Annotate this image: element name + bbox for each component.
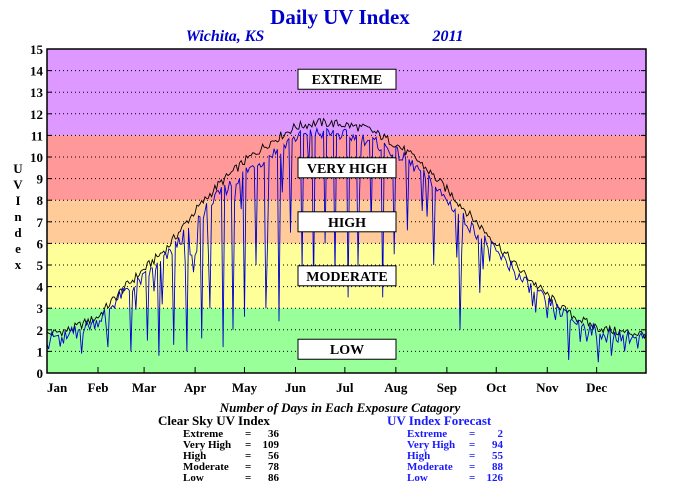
x-tick-label: Dec [586,380,607,395]
x-tick-label: Aug [384,380,408,395]
summary-row: Low = 86 [183,472,279,484]
y-tick-label: 2 [37,323,44,338]
band-label-box [297,157,397,179]
exposure-bands [47,49,646,373]
y-tick-label: 9 [37,172,44,187]
chart-title: Daily UV Index [270,5,410,29]
x-tick-label: Apr [184,380,207,395]
summary-row: Moderate = 88 [407,461,503,473]
summary-label: High [183,450,207,462]
summary-label: Very High [183,439,232,451]
y-tick-label: 7 [37,215,44,230]
summary-label: Low [183,472,204,484]
band-label-moderate: MODERATE [297,265,397,287]
summary-value: 88 [492,461,503,473]
y-tick-label: 15 [30,42,44,57]
y-tick-label: 11 [31,128,43,143]
summary-label: Low [407,472,428,484]
summary-value: 36 [268,428,279,440]
y-tick-label: 12 [30,107,43,122]
clear-sky-summary: Clear Sky UV Index Extreme = 36 Very High =… [158,413,279,484]
band-label-low: LOW [297,338,397,360]
x-tick-label: Oct [486,380,507,395]
summary-row: High = 55 [407,450,503,462]
band-label-text: VERY HIGH [307,162,387,177]
x-tick-label: Nov [536,380,559,395]
plot-frame [46,48,647,374]
forecast-summary-title: UV Index Forecast [387,413,492,428]
summary-value: 126 [486,472,504,484]
band-label-high: HIGH [297,211,397,233]
summary-row: Extreme = 36 [183,428,279,440]
summary-value: 94 [492,439,503,451]
y-tick-label: 1 [37,344,44,359]
summary-value: 2 [497,428,504,440]
y-tick-label: 8 [37,193,44,208]
y-tick-label: 10 [30,150,43,165]
summary-title: Number of Days in Each Exposure Catagory [219,400,461,415]
chart-subtitle-location: Wichita, KS [186,28,265,45]
band-label-box [297,338,397,360]
band-label-text: EXTREME [312,73,383,88]
summary-label: Very High [407,439,456,451]
summary-label: Moderate [183,461,229,473]
summary-value: 78 [268,461,279,473]
band-label-very-high: VERY HIGH [297,157,397,179]
summary-row: Very High = 109 [183,439,280,451]
clear-sky-series-line [46,117,647,340]
y-tick-label: 6 [37,236,44,251]
y-tick-label: 13 [30,85,44,100]
band-extreme [47,49,646,136]
summary-row: Very High = 94 [407,439,503,451]
summary-label: High [407,450,431,462]
summary-label: Extreme [407,428,448,440]
summary-value: 109 [262,439,280,451]
y-tick-label: 3 [37,301,44,316]
band-label-box [297,265,397,287]
band-label-text: HIGH [328,216,366,231]
x-tick-label: Jan [47,380,68,395]
band-label-text: LOW [330,343,364,358]
x-tick-label: Jul [336,380,354,395]
chart-subtitle-year: 2011 [431,28,463,45]
x-tick-label: Mar [132,380,157,395]
clear-sky-summary-title: Clear Sky UV Index [158,413,270,428]
x-tick-label: Sep [437,380,457,395]
summary-label: Moderate [407,461,453,473]
band-label-box [297,211,397,233]
summary-row: Moderate = 78 [183,461,279,473]
forecast-series-line [46,126,647,363]
summary-row: Low = 126 [407,472,504,484]
series-lines [46,117,647,363]
x-tick-label: Jun [285,380,307,395]
y-tick-label: 0 [37,366,44,381]
forecast-summary: UV Index Forecast Extreme = 2 Very High = 94… [387,413,503,484]
summary-label: Extreme [183,428,224,440]
summary-row: Extreme = 2 [407,428,504,440]
band-label-box [297,68,397,90]
forecast-summary-table: Extreme = 2 Very High = 94 High = 55 Moderate =… [407,429,503,484]
x-axis-ticks: Jan Feb Mar Apr May Jun Jul Aug Sep Oct Nov Dec [46,367,607,395]
y-tick-label: 4 [37,280,44,295]
band-label-extreme: EXTREME [297,68,397,90]
summary-value: 55 [492,450,503,462]
y-tick-label: 14 [30,64,44,79]
x-tick-label: Feb [88,380,109,395]
summary-value: 86 [268,472,279,484]
band-label-text: MODERATE [306,270,387,285]
summary-row: High = 56 [183,450,279,462]
x-tick-label: May [232,380,258,395]
clear-sky-summary-table: Extreme = 36 Very High = 109 High = 56 Moderat… [183,429,279,484]
band-labels: LOW MODERATE HIGH VERY HIGH EXTREME [297,68,397,360]
y-tick-label: 5 [37,258,44,273]
summary-value: 56 [268,450,279,462]
